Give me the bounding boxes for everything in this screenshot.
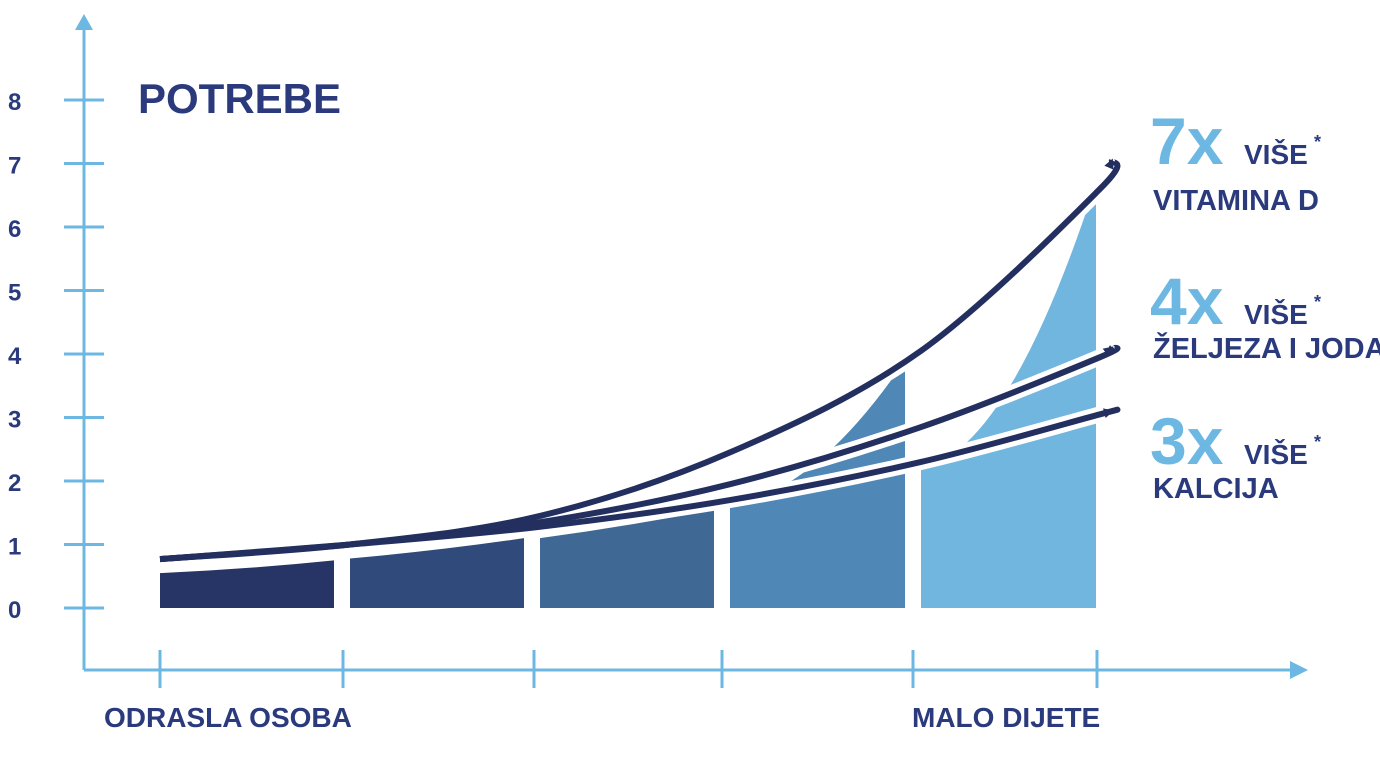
labels: POTREBE ODRASLA OSOBA MALO DIJETE	[104, 75, 1100, 733]
series-nutrient: ŽELJEZA I JODA	[1153, 331, 1380, 365]
chart-title: POTREBE	[138, 75, 341, 122]
y-tick-label: 6	[8, 216, 21, 243]
x-axis-arrow	[1290, 661, 1308, 679]
y-tick-label: 2	[8, 470, 21, 497]
area-band	[540, 509, 714, 608]
series-suffix: VIŠE	[1244, 298, 1308, 330]
series-asterisk: *	[1314, 132, 1321, 152]
y-tick-label: 8	[8, 89, 21, 116]
y-tick-label: 5	[8, 280, 21, 307]
y-axis-arrow	[75, 14, 93, 30]
series-suffix: VIŠE	[1244, 138, 1308, 170]
series-factor: 7x	[1150, 104, 1224, 178]
y-tick-label: 7	[8, 153, 21, 180]
series-asterisk: *	[1314, 432, 1321, 452]
axes: 0 1 2 3 4 5 6 7 8	[8, 14, 1308, 688]
x-label-end: MALO DIJETE	[912, 702, 1100, 733]
series-suffix: VIŠE	[1244, 438, 1308, 470]
series-nutrient: VITAMINA D	[1153, 185, 1319, 217]
y-tick-label: 4	[8, 343, 22, 370]
series-asterisk: *	[1314, 292, 1321, 312]
x-label-start: ODRASLA OSOBA	[104, 702, 352, 733]
series-factor: 4x	[1150, 264, 1224, 338]
growth-curves	[152, 152, 1126, 568]
area-band	[160, 560, 334, 608]
area-band	[350, 538, 524, 608]
series-line	[159, 406, 1121, 563]
y-tick-label: 0	[8, 597, 21, 624]
series-factor: 3x	[1150, 404, 1224, 478]
y-tick-label: 1	[8, 534, 21, 561]
y-tick-label: 3	[8, 407, 21, 434]
series-nutrient: KALCIJA	[1153, 473, 1279, 505]
series-labels: 7x VIŠE * VITAMINA D 4x VIŠE * ŽELJEZA I JODA 3x…	[1150, 104, 1380, 505]
